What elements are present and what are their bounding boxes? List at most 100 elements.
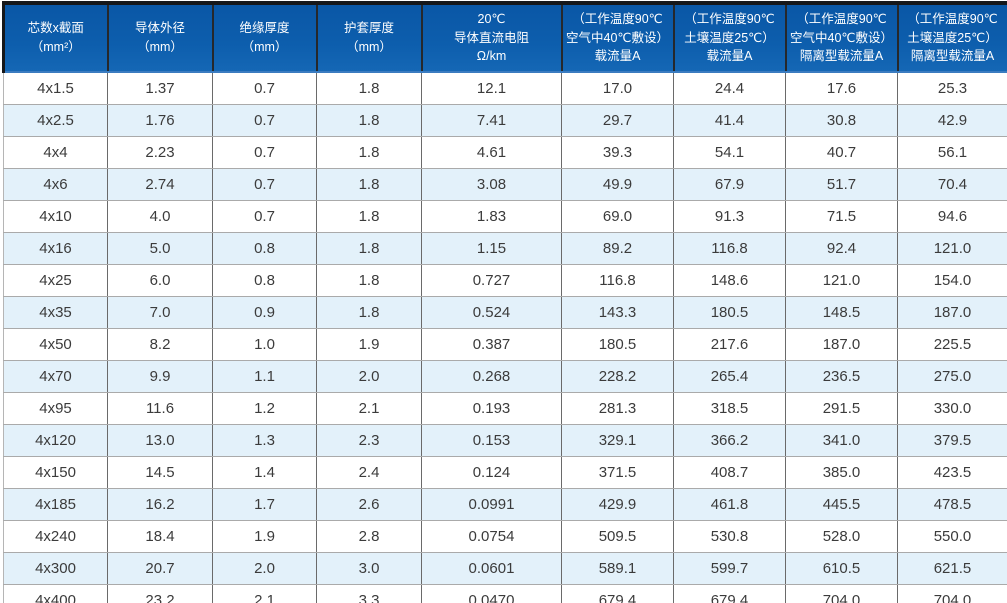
header-line: 空气中40℃敷设） (566, 30, 669, 45)
table-row: 4x16 5.0 0.8 1.8 1.15 89.2 116.8 92.4 121.0 (3, 232, 1007, 265)
table-cell: 91.3 (673, 200, 786, 233)
table-row: 4x4 2.23 0.7 1.8 4.61 39.3 54.1 40.7 56.1 (3, 136, 1007, 169)
header-cell-1: 芯数x截面 （mm²） (2, 1, 108, 73)
header-line: （工作温度90℃ (796, 11, 887, 26)
table-cell: 3.3 (316, 584, 422, 603)
table-cell: 4x95 (3, 392, 108, 425)
table-cell: 16.2 (107, 488, 213, 521)
table-cell: 3.08 (421, 168, 562, 201)
table-cell: 4x300 (3, 552, 108, 585)
table-row: 4x1.5 1.37 0.7 1.8 12.1 17.0 24.4 17.6 25.3 (3, 72, 1007, 105)
table-row: 4x400 23.2 2.1 3.3 0.0470 679.4 679.4 704.0 704.… (3, 584, 1007, 603)
table-cell: 1.8 (316, 168, 422, 201)
table-cell: 341.0 (785, 424, 898, 457)
table-cell: 2.6 (316, 488, 422, 521)
table-cell: 0.0601 (421, 552, 562, 585)
table-cell: 6.0 (107, 264, 213, 297)
table-body: 4x1.5 1.37 0.7 1.8 12.1 17.0 24.4 17.6 25.3 4x2.5… (3, 72, 1007, 603)
header-line: 护套厚度 (343, 21, 394, 36)
table-cell: 2.4 (316, 456, 422, 489)
header-line: 土壤温度25℃） (684, 30, 775, 45)
table-cell: 2.74 (107, 168, 213, 201)
table-cell: 3.0 (316, 552, 422, 585)
table-cell: 69.0 (561, 200, 674, 233)
table-cell: 1.2 (212, 392, 317, 425)
table-cell: 89.2 (561, 232, 674, 265)
table-cell: 4x35 (3, 296, 108, 329)
table-cell: 8.2 (107, 328, 213, 361)
header-line: Ω/km (476, 49, 507, 64)
table-cell: 42.9 (897, 104, 1007, 137)
table-cell: 0.153 (421, 424, 562, 457)
table-cell: 17.0 (561, 72, 674, 105)
table-cell: 1.9 (316, 328, 422, 361)
header-row: 芯数x截面 （mm²） 导体外径 （mm） 绝缘厚度 （mm） 护套厚度 （mm） 20℃ 导体直… (2, 1, 1007, 73)
table-cell: 379.5 (897, 424, 1007, 457)
table-cell: 589.1 (561, 552, 674, 585)
table-cell: 1.1 (212, 360, 317, 393)
table-cell: 54.1 (673, 136, 786, 169)
table-cell: 1.8 (316, 136, 422, 169)
table-cell: 2.1 (212, 584, 317, 603)
table-row: 4x150 14.5 1.4 2.4 0.124 371.5 408.7 385.0 423.5 (3, 456, 1007, 489)
table-cell: 0.0991 (421, 488, 562, 521)
table-cell: 599.7 (673, 552, 786, 585)
header-line: 芯数x截面 (27, 21, 84, 36)
table-cell: 4x16 (3, 232, 108, 265)
table-cell: 4x185 (3, 488, 108, 521)
table-cell: 2.1 (316, 392, 422, 425)
table-cell: 0.7 (212, 200, 317, 233)
table-cell: 281.3 (561, 392, 674, 425)
table-cell: 1.8 (316, 72, 422, 105)
table-cell: 621.5 (897, 552, 1007, 585)
table-cell: 385.0 (785, 456, 898, 489)
header-line: （工作温度90℃ (572, 11, 663, 26)
table-cell: 1.83 (421, 200, 562, 233)
table-cell: 70.4 (897, 168, 1007, 201)
table-cell: 679.4 (561, 584, 674, 603)
table-cell: 704.0 (897, 584, 1007, 603)
table-cell: 445.5 (785, 488, 898, 521)
table-cell: 14.5 (107, 456, 213, 489)
table-cell: 318.5 (673, 392, 786, 425)
table-cell: 679.4 (673, 584, 786, 603)
table-cell: 51.7 (785, 168, 898, 201)
header-line: 载流量A (594, 49, 641, 64)
table-cell: 148.5 (785, 296, 898, 329)
table-cell: 4x25 (3, 264, 108, 297)
table-cell: 4x400 (3, 584, 108, 603)
table-cell: 236.5 (785, 360, 898, 393)
table-cell: 30.8 (785, 104, 898, 137)
table-cell: 4.61 (421, 136, 562, 169)
table-cell: 275.0 (897, 360, 1007, 393)
table-cell: 0.7 (212, 136, 317, 169)
table-cell: 610.5 (785, 552, 898, 585)
table-row: 4x25 6.0 0.8 1.8 0.727 116.8 148.6 121.0 154.0 (3, 264, 1007, 297)
header-cell-9: （工作温度90℃ 土壤温度25℃） 隔离型载流量A (896, 1, 1007, 73)
table-row: 4x300 20.7 2.0 3.0 0.0601 589.1 599.7 610.5 621.… (3, 552, 1007, 585)
table-row: 4x50 8.2 1.0 1.9 0.387 180.5 217.6 187.0 225.5 (3, 328, 1007, 361)
table-cell: 116.8 (673, 232, 786, 265)
table-row: 4x10 4.0 0.7 1.8 1.83 69.0 91.3 71.5 94.6 (3, 200, 1007, 233)
header-line: （mm²） (30, 40, 81, 54)
table-cell: 17.6 (785, 72, 898, 105)
table-cell: 329.1 (561, 424, 674, 457)
table-cell: 1.0 (212, 328, 317, 361)
table-cell: 4x120 (3, 424, 108, 457)
table-cell: 71.5 (785, 200, 898, 233)
header-line: 绝缘厚度 (239, 21, 290, 36)
table-cell: 2.8 (316, 520, 422, 553)
header-cell-3: 绝缘厚度 （mm） (211, 1, 317, 73)
table-cell: 1.7 (212, 488, 317, 521)
table-cell: 0.7 (212, 72, 317, 105)
header-line: 导体外径 (134, 21, 185, 36)
table-cell: 180.5 (673, 296, 786, 329)
table-cell: 180.5 (561, 328, 674, 361)
table-cell: 67.9 (673, 168, 786, 201)
table-cell: 1.3 (212, 424, 317, 457)
table-cell: 121.0 (897, 232, 1007, 265)
table-cell: 461.8 (673, 488, 786, 521)
table-cell: 4x1.5 (3, 72, 108, 105)
header-line: （工作温度90℃ (684, 11, 775, 26)
table-cell: 2.0 (212, 552, 317, 585)
